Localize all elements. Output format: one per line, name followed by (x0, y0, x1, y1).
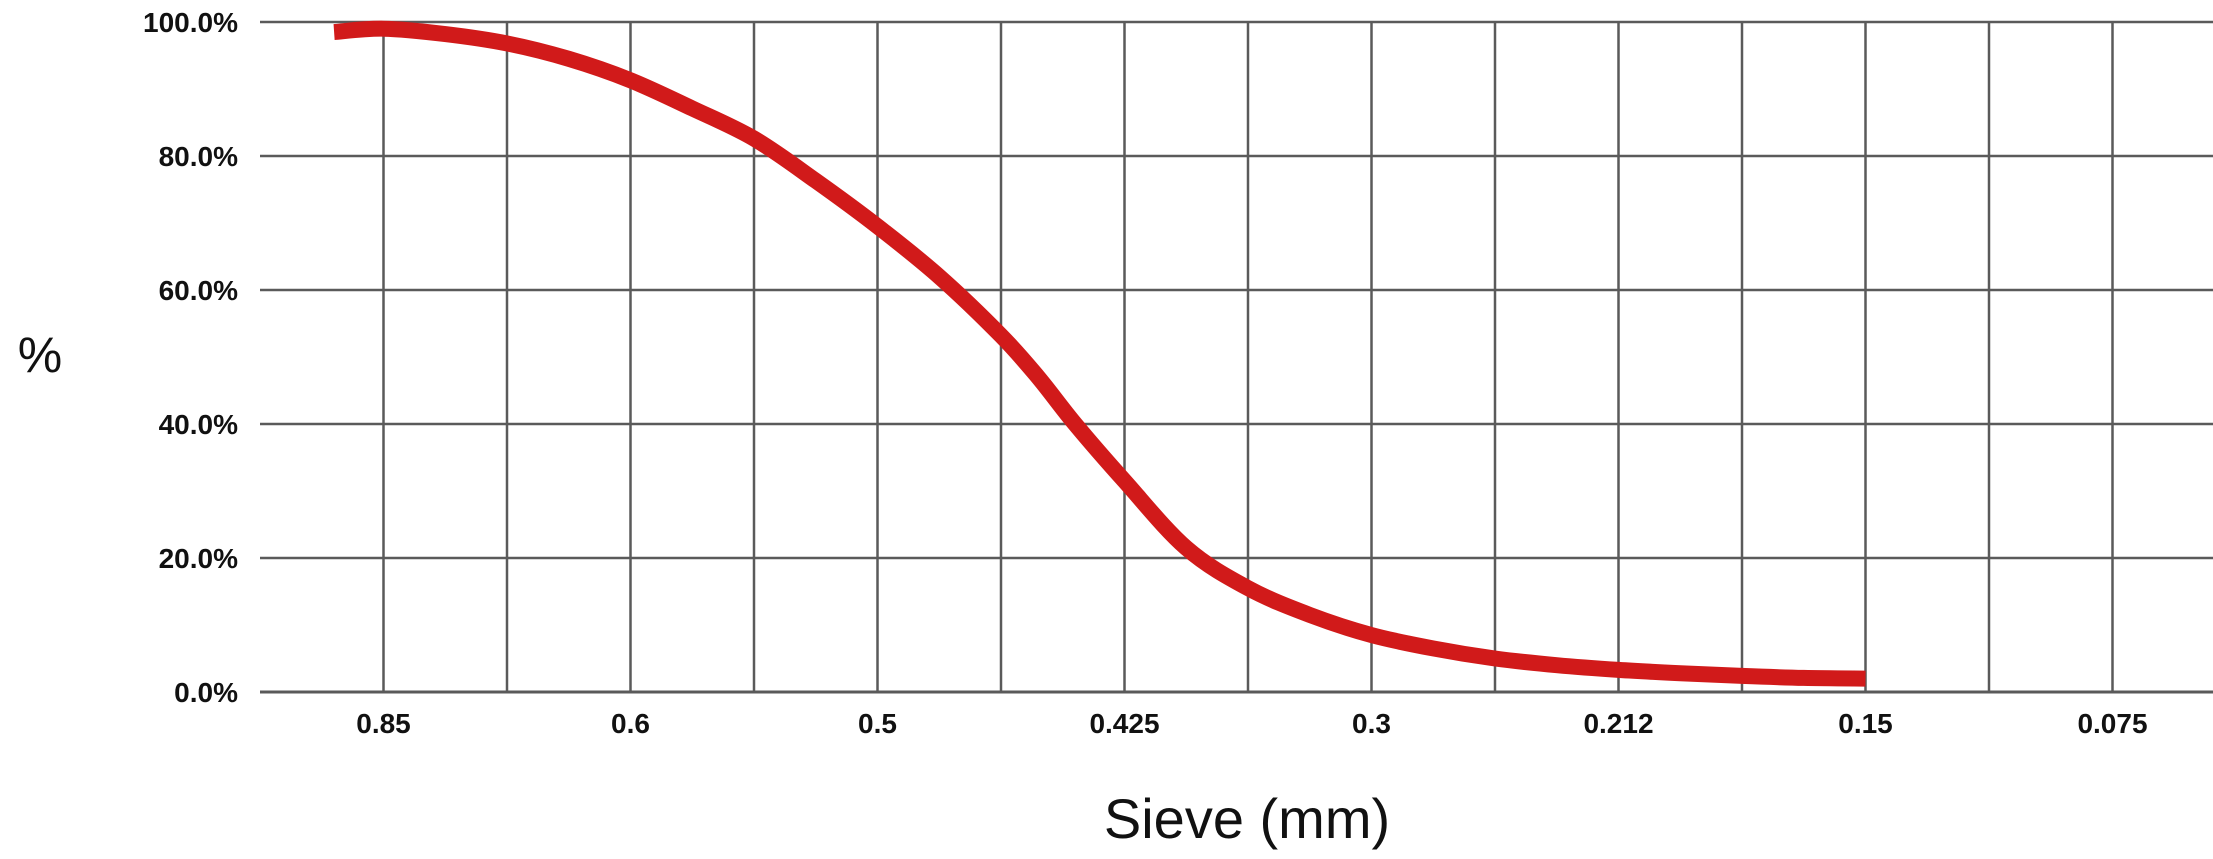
series-layer (333, 20, 1866, 687)
x-axis-ticks: 0.85 0.6 0.5 0.425 0.3 0.212 0.15 0.075 (356, 708, 2147, 739)
x-tick-label: 0.15 (1838, 708, 1893, 739)
y-tick-label: 100.0% (143, 7, 238, 38)
y-axis-ticks: 0.0% 20.0% 40.0% 60.0% 80.0% 100.0% (143, 7, 238, 708)
x-tick-label: 0.212 (1583, 708, 1653, 739)
x-tick-label: 0.85 (356, 708, 411, 739)
y-tick-label: 0.0% (174, 677, 238, 708)
y-tick-label: 20.0% (159, 543, 238, 574)
y-tick-label: 80.0% (159, 141, 238, 172)
x-tick-label: 0.075 (2077, 708, 2147, 739)
y-axis-title: % (18, 327, 62, 383)
y-tick-label: 40.0% (159, 409, 238, 440)
series-line (333, 20, 1866, 687)
x-tick-label: 0.3 (1352, 708, 1391, 739)
grid (260, 20, 2213, 694)
x-axis-title: Sieve (mm) (1104, 787, 1390, 850)
y-tick-label: 60.0% (159, 275, 238, 306)
x-tick-label: 0.6 (611, 708, 650, 739)
x-tick-label: 0.425 (1089, 708, 1159, 739)
x-tick-label: 0.5 (858, 708, 897, 739)
